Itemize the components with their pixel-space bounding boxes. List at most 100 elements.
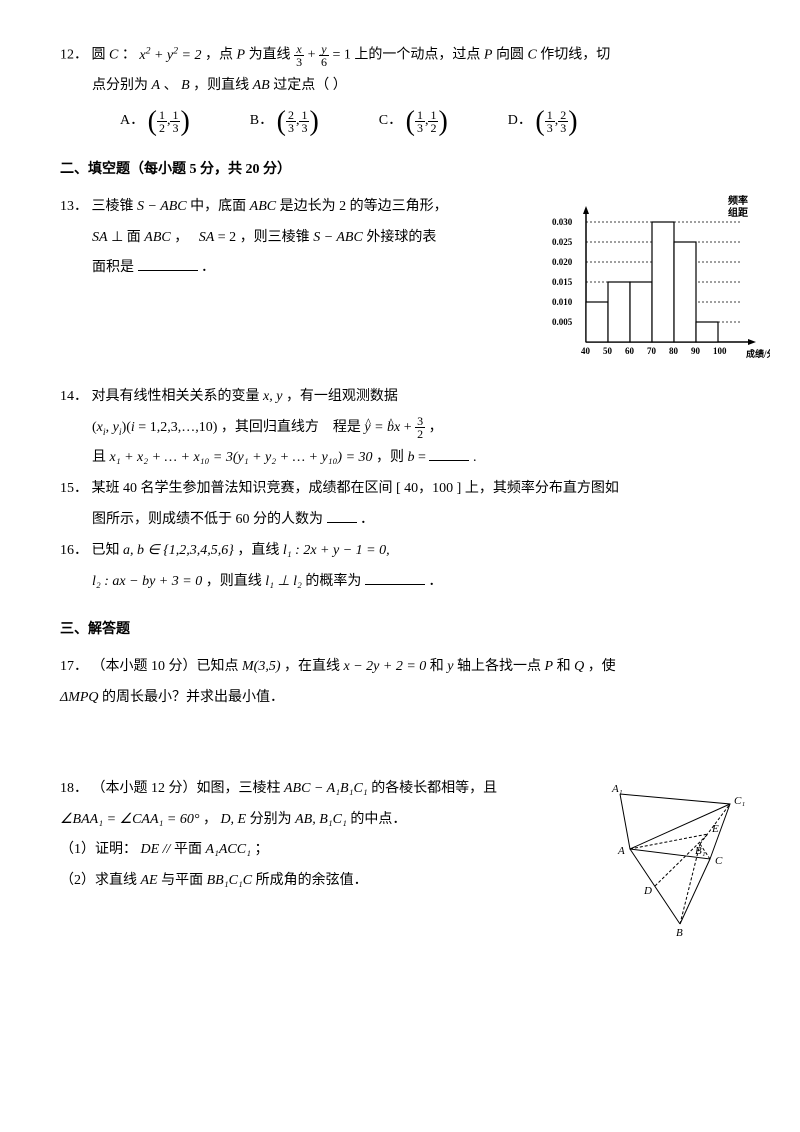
q17-M: M(3,5) xyxy=(242,659,281,674)
q18-p2c: 所成角的余弦值． xyxy=(256,873,368,888)
question-18: A₁ C₁ E B₁ A C D B 18． （本小题 12 分）如图，三棱柱 … xyxy=(60,774,740,954)
q14-t2: ，有一组观测数据 xyxy=(286,389,398,404)
section-2-title: 二、填空题（每小题 5 分，共 20 分） xyxy=(60,155,740,186)
q12-t2: ，点 xyxy=(205,48,233,63)
q17-line: x − 2y + 2 = 0 xyxy=(344,659,427,674)
q17-y: y xyxy=(447,659,453,674)
q18-p2a: （2）求直线 xyxy=(60,873,137,888)
q15-l2: 图所示，则成绩不低于 60 分的人数为 xyxy=(92,512,323,527)
q12-t5: 向圆 xyxy=(496,48,524,63)
q17-t2: ，在直线 xyxy=(284,659,340,674)
q18-p1c: 平面 xyxy=(174,842,202,857)
q12-t1: 圆 xyxy=(92,48,106,63)
q14-l2d: ，其回归直线方 程是 xyxy=(221,420,361,435)
q17-t1: （本小题 10 分）已知点 xyxy=(92,659,239,674)
q17-l2a: ΔMPQ xyxy=(60,690,99,705)
q13-t1: 三棱锥 xyxy=(92,199,134,214)
q18-p1e: ； xyxy=(254,842,268,857)
q13-l2j: 外接球的表 xyxy=(366,230,436,245)
q13-l2f: SA xyxy=(199,230,215,245)
q14-xy: x, y xyxy=(263,389,282,404)
q15-t2: 上，其频率分布直方图如 xyxy=(465,481,619,496)
q12-options: A． ( 12, 13 ) B． ( 23, 13 ) C． ( 13, 12 … xyxy=(120,106,740,137)
q16-blank xyxy=(365,570,425,585)
svg-text:B: B xyxy=(676,927,683,939)
q15-int: [ 40，100 ] xyxy=(396,481,461,496)
q16-l2d: ． xyxy=(428,574,442,589)
q18-l2a: ∠BAA₁ = ∠CAA₁ = 60° xyxy=(60,812,199,827)
q12-colon: ： xyxy=(122,48,140,63)
geometry-figure: A₁ C₁ E B₁ A C D B xyxy=(600,764,760,944)
q17-t3: 和 xyxy=(430,659,444,674)
svg-text:E: E xyxy=(711,823,719,835)
q13-l3a: 面积是 xyxy=(92,260,134,275)
q15-num: 15． xyxy=(60,481,88,496)
q18-pl: BB₁C₁C xyxy=(207,873,253,888)
q12-optB: B． ( 23, 13 ) xyxy=(250,106,319,137)
q14-reg: y = bx xyxy=(364,420,400,435)
q12-optA: A． ( 12, 13 ) xyxy=(120,106,190,137)
q12-AB: AB xyxy=(253,78,270,93)
q12-P2: P xyxy=(484,48,493,63)
svg-text:0.010: 0.010 xyxy=(552,297,573,307)
q18-l2b: ， xyxy=(203,812,217,827)
q14-t1: 对具有线性相关关系的变量 xyxy=(92,389,260,404)
q18-mid: AB, B₁C₁ xyxy=(295,812,347,827)
q18-l2c: 分别为 xyxy=(250,812,292,827)
q14-b: b xyxy=(408,450,415,465)
question-12: 12． 圆 C ： x2 + y2 = 2 ，点 P 为直线 x3 + y6 =… xyxy=(60,40,740,137)
svg-text:频率: 频率 xyxy=(728,194,748,207)
q16-l2c: 的概率为 xyxy=(305,574,361,589)
q14-frac: 32 xyxy=(415,415,425,440)
q12-t4: 上的一个动点，过点 xyxy=(354,48,480,63)
q12-eq1: x2 + y2 = 2 xyxy=(139,48,201,63)
q13-v2: 2 xyxy=(339,199,346,214)
q16-l2a: l₂ : ax − by + 3 = 0 xyxy=(92,574,202,589)
svg-text:0.020: 0.020 xyxy=(552,257,573,267)
q17-t5: 和 xyxy=(557,659,571,674)
svg-text:40: 40 xyxy=(581,346,591,356)
q16-t1: 已知 xyxy=(92,543,120,558)
q14-l2e: ， xyxy=(429,420,443,435)
question-17: 17． （本小题 10 分）已知点 M(3,5) ，在直线 x − 2y + 2… xyxy=(60,652,740,714)
q18-DE: D, E xyxy=(220,812,246,827)
svg-text:60: 60 xyxy=(625,346,635,356)
q12-t3: 为直线 xyxy=(249,48,291,63)
q18-p1d: A₁ACC₁ xyxy=(205,842,251,857)
svg-text:70: 70 xyxy=(647,346,657,356)
q17-t4: 轴上各找一点 xyxy=(457,659,541,674)
q17-l2b: 的周长最小？并求出最小值． xyxy=(102,690,284,705)
svg-text:0.030: 0.030 xyxy=(552,217,573,227)
q17-t6: ，使 xyxy=(588,659,616,674)
svg-text:A₁: A₁ xyxy=(611,783,623,795)
q14-l3b: ，则 xyxy=(376,450,404,465)
q12-l2c: ，则直线 xyxy=(193,78,249,93)
q16-l1: l₁ : 2x + y − 1 = 0, xyxy=(283,543,390,558)
svg-text:80: 80 xyxy=(669,346,679,356)
svg-text:D: D xyxy=(643,885,652,897)
q15-t1: 某班 40 名学生参加普法知识竞赛，成绩都在区间 xyxy=(92,481,393,496)
q12-optD: D． ( 13, 23 ) xyxy=(508,106,578,137)
svg-text:成绩/分: 成绩/分 xyxy=(746,348,770,359)
q12-l2a: 点分别为 xyxy=(92,78,148,93)
question-16: 16． 已知 a, b ∈ {1,2,3,4,5,6} ，直线 l₁ : 2x … xyxy=(60,536,740,598)
q13-l2a: SA xyxy=(92,230,108,245)
svg-text:90: 90 xyxy=(691,346,701,356)
section-3-title: 三、解答题 xyxy=(60,615,740,646)
q14-plus: + xyxy=(404,420,415,435)
q18-p1b: DE // xyxy=(141,842,174,857)
q16-num: 16． xyxy=(60,543,88,558)
q13-t2: 中，底面 xyxy=(190,199,246,214)
q12-B: B xyxy=(181,78,190,93)
q15-blank xyxy=(327,508,357,523)
q12-eq2rhs: = 1 xyxy=(332,48,350,63)
q14-sum: x₁ + x₂ + … + x₁₀ = 3(y₁ + y₂ + … + y₁₀)… xyxy=(110,450,373,465)
q18-prism: ABC − A₁B₁C₁ xyxy=(284,781,368,796)
q18-t2: 的各棱长都相等，且 xyxy=(371,781,497,796)
q16-l2b: ，则直线 xyxy=(206,574,262,589)
q18-p1a: （1）证明： xyxy=(60,842,137,857)
q12-optC: C． ( 13, 12 ) xyxy=(379,106,448,137)
q13-l2b: ⊥ xyxy=(111,230,123,245)
q15-l2b: ． xyxy=(360,512,374,527)
svg-text:0.015: 0.015 xyxy=(552,277,573,287)
